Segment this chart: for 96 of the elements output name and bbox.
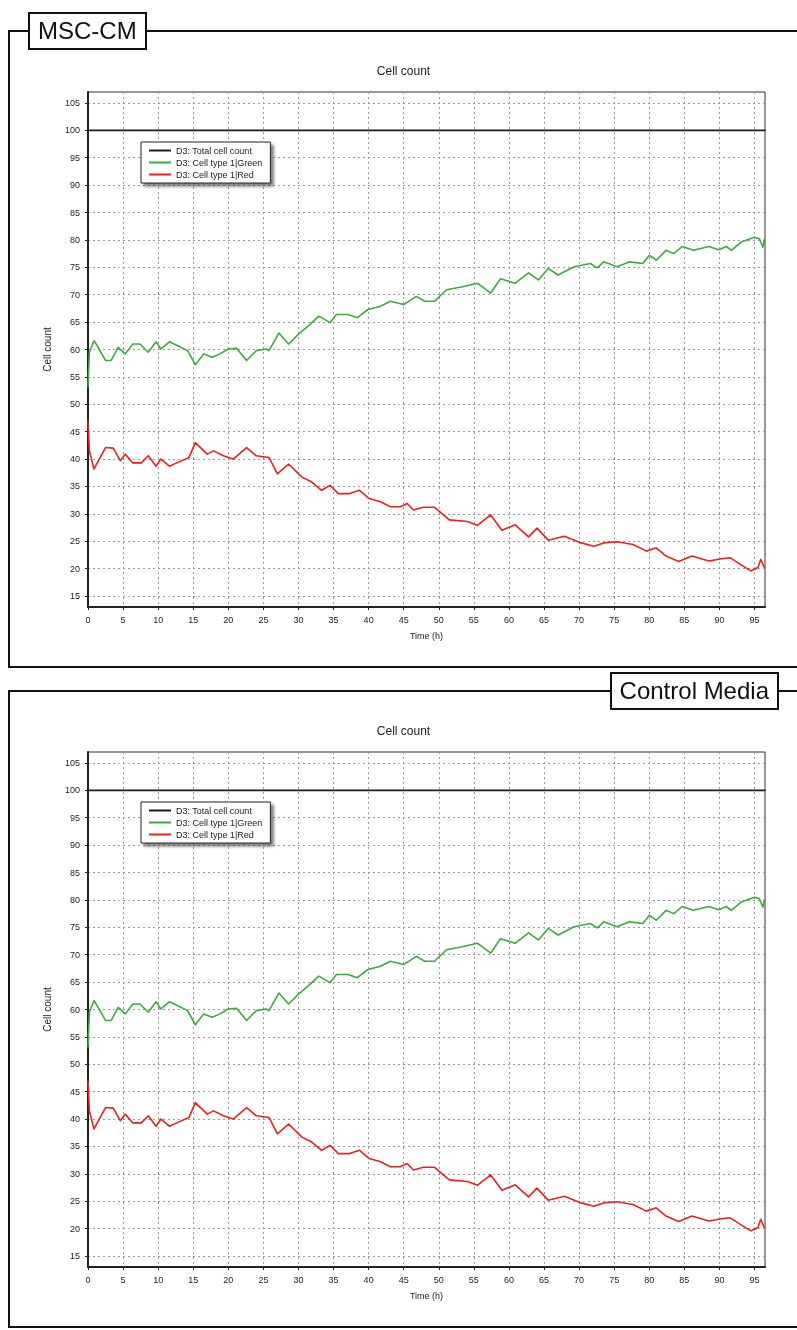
y-tick-label: 40 xyxy=(69,1114,80,1125)
chart-title: MSC-CM xyxy=(28,12,147,50)
y-tick-label: 50 xyxy=(69,399,80,410)
line-series xyxy=(87,896,766,1048)
x-tick-label: 25 xyxy=(258,1274,269,1285)
x-tick-label: 60 xyxy=(503,1274,514,1285)
legend-label: D3: Cell type 1|Green xyxy=(176,157,263,168)
x-tick-label: 80 xyxy=(644,1274,655,1285)
x-tick-label: 65 xyxy=(539,1274,550,1285)
x-tick-label: 35 xyxy=(328,1274,339,1285)
y-tick-label: 35 xyxy=(69,481,80,492)
x-tick-label: 10 xyxy=(153,1274,164,1285)
y-axis-title: Cell count xyxy=(41,327,53,372)
x-tick-label: 85 xyxy=(679,1274,690,1285)
x-tick-label: 40 xyxy=(363,614,374,625)
x-tick-label: 90 xyxy=(714,614,725,625)
x-tick-label: 20 xyxy=(223,1274,234,1285)
y-tick-label: 45 xyxy=(69,426,80,437)
x-tick-label: 30 xyxy=(293,1274,304,1285)
chart-title: Control Media xyxy=(609,672,779,710)
y-tick-label: 35 xyxy=(69,1141,80,1152)
x-tick-label: 15 xyxy=(188,614,199,625)
x-tick-label: 45 xyxy=(398,614,409,625)
x-tick-label: 80 xyxy=(644,614,655,625)
x-tick-label: 90 xyxy=(714,1274,725,1285)
x-tick-label: 10 xyxy=(153,614,164,625)
x-tick-label: 0 xyxy=(85,614,91,625)
x-tick-label: 40 xyxy=(363,1274,374,1285)
y-tick-label: 15 xyxy=(69,591,80,602)
x-tick-label: 20 xyxy=(223,614,234,625)
y-tick-label: 60 xyxy=(69,1004,80,1015)
y-tick-label: 20 xyxy=(69,563,80,574)
x-tick-label: 75 xyxy=(609,614,620,625)
y-axis-title: Cell count xyxy=(41,987,53,1032)
y-tick-label: 60 xyxy=(69,344,80,355)
x-tick-label: 55 xyxy=(468,614,479,625)
x-axis-title: Time (h) xyxy=(409,630,444,641)
y-tick-label: 100 xyxy=(64,125,80,136)
y-tick-label: 65 xyxy=(69,317,80,328)
y-tick-label: 25 xyxy=(69,536,80,547)
x-tick-label: 65 xyxy=(539,614,550,625)
y-tick-label: 85 xyxy=(69,207,80,218)
y-tick-label: 90 xyxy=(69,180,80,191)
legend-label: D3: Cell type 1|Green xyxy=(176,817,263,828)
y-tick-label: 40 xyxy=(69,454,80,465)
y-tick-label: 15 xyxy=(69,1251,80,1262)
y-tick-label: 65 xyxy=(69,977,80,988)
line-series xyxy=(87,420,766,572)
y-tick-label: 95 xyxy=(69,152,80,163)
x-tick-label: 60 xyxy=(503,614,514,625)
x-tick-label: 30 xyxy=(293,614,304,625)
x-tick-label: 5 xyxy=(120,614,126,625)
x-tick-label: 95 xyxy=(749,1274,760,1285)
y-tick-label: 105 xyxy=(64,757,80,768)
x-tick-label: 5 xyxy=(120,1274,126,1285)
y-tick-label: 70 xyxy=(69,289,80,300)
chart-subtitle: Cell count xyxy=(376,724,431,738)
x-tick-label: 95 xyxy=(749,614,760,625)
y-tick-label: 80 xyxy=(69,234,80,245)
y-tick-label: 70 xyxy=(69,949,80,960)
line-series xyxy=(87,1080,766,1232)
x-tick-label: 55 xyxy=(468,1274,479,1285)
line-series xyxy=(87,236,766,388)
x-tick-label: 70 xyxy=(574,614,585,625)
y-tick-label: 25 xyxy=(69,1196,80,1207)
y-tick-label: 30 xyxy=(69,508,80,519)
x-tick-label: 70 xyxy=(574,1274,585,1285)
y-tick-label: 55 xyxy=(69,371,80,382)
y-tick-label: 100 xyxy=(64,785,80,796)
y-tick-label: 90 xyxy=(69,840,80,851)
y-tick-label: 55 xyxy=(69,1031,80,1042)
legend-label: D3: Cell type 1|Red xyxy=(176,169,254,180)
y-tick-label: 85 xyxy=(69,867,80,878)
legend-label: D3: Total cell count xyxy=(176,805,253,816)
y-tick-label: 50 xyxy=(69,1059,80,1070)
y-tick-label: 75 xyxy=(69,922,80,933)
y-tick-label: 20 xyxy=(69,1223,80,1234)
x-tick-label: 50 xyxy=(433,614,444,625)
y-tick-label: 95 xyxy=(69,812,80,823)
x-tick-label: 85 xyxy=(679,614,690,625)
x-tick-label: 35 xyxy=(328,614,339,625)
x-tick-label: 0 xyxy=(85,1274,91,1285)
legend-label: D3: Cell type 1|Red xyxy=(176,829,254,840)
y-tick-label: 30 xyxy=(69,1168,80,1179)
x-tick-label: 50 xyxy=(433,1274,444,1285)
y-tick-label: 45 xyxy=(69,1086,80,1097)
x-tick-label: 75 xyxy=(609,1274,620,1285)
x-axis-title: Time (h) xyxy=(409,1290,444,1301)
x-tick-label: 25 xyxy=(258,614,269,625)
y-tick-label: 105 xyxy=(64,97,80,108)
y-tick-label: 75 xyxy=(69,262,80,273)
x-tick-label: 45 xyxy=(398,1274,409,1285)
legend-label: D3: Total cell count xyxy=(176,145,253,156)
y-tick-label: 80 xyxy=(69,894,80,905)
chart-subtitle: Cell count xyxy=(376,64,431,78)
x-tick-label: 15 xyxy=(188,1274,199,1285)
